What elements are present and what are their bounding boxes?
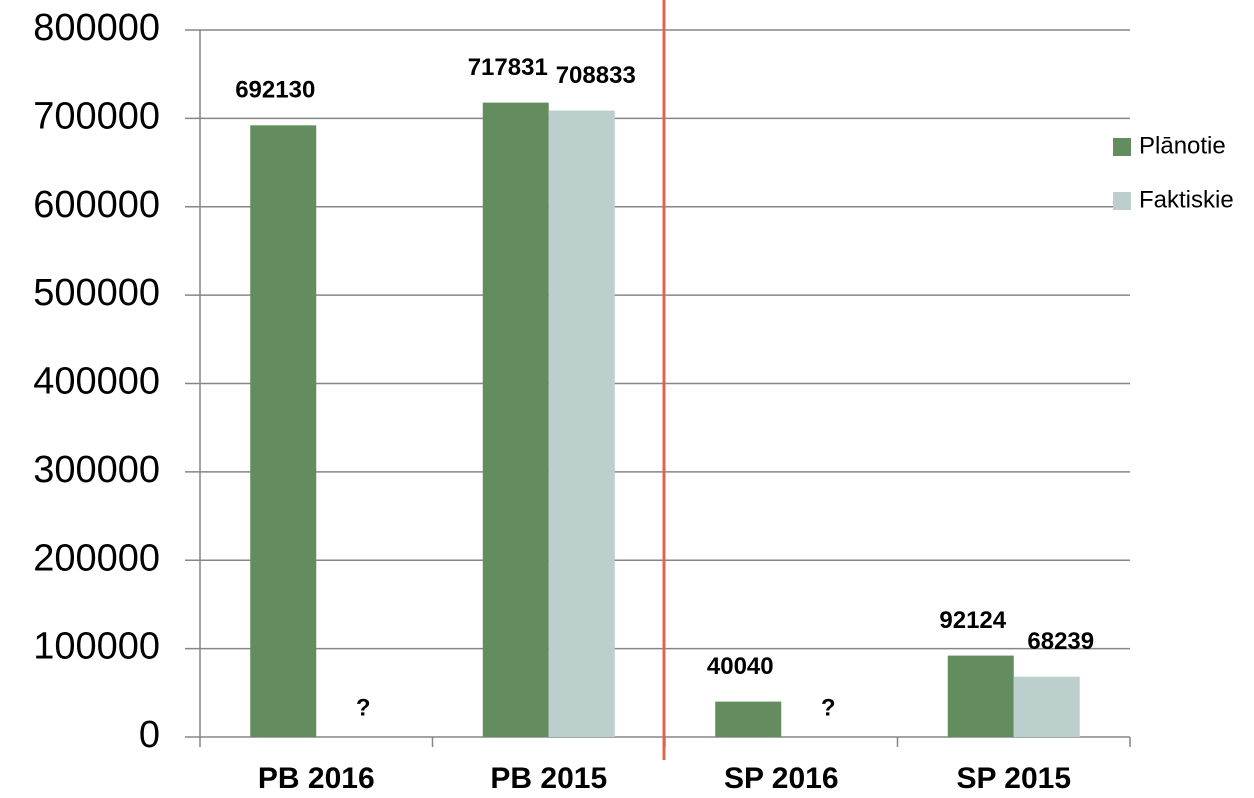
y-tick-label: 0 [139, 714, 160, 756]
data-label: 708833 [556, 62, 636, 89]
legend-swatch [1113, 138, 1131, 156]
data-label: 92124 [939, 607, 1006, 634]
data-label: 68239 [1027, 628, 1094, 655]
y-tick-label: 700000 [33, 95, 160, 137]
legend-swatch [1113, 192, 1131, 210]
data-label: 717831 [468, 54, 548, 81]
bar [482, 102, 549, 738]
x-tick-label: PB 2015 [490, 762, 607, 795]
y-tick-label: 200000 [33, 537, 160, 579]
y-tick-label: 800000 [33, 7, 160, 49]
data-label: ? [821, 694, 836, 721]
x-tick-label: PB 2016 [258, 762, 375, 795]
bar [947, 655, 1014, 737]
bar [250, 125, 317, 737]
legend-label: Faktiskie [1139, 186, 1234, 213]
y-tick-label: 600000 [33, 184, 160, 226]
y-tick-label: 300000 [33, 449, 160, 491]
bar [548, 110, 615, 737]
y-tick-label: 100000 [33, 626, 160, 668]
bar [715, 701, 782, 737]
y-tick-label: 400000 [33, 361, 160, 403]
data-label: ? [356, 694, 371, 721]
bar [1013, 676, 1080, 737]
y-tick-label: 500000 [33, 272, 160, 314]
data-label: 692130 [235, 77, 315, 104]
x-tick-label: SP 2016 [724, 762, 839, 795]
x-tick-label: SP 2015 [956, 762, 1071, 795]
data-label: 40040 [707, 653, 774, 680]
legend-label: Plānotie [1139, 132, 1226, 159]
